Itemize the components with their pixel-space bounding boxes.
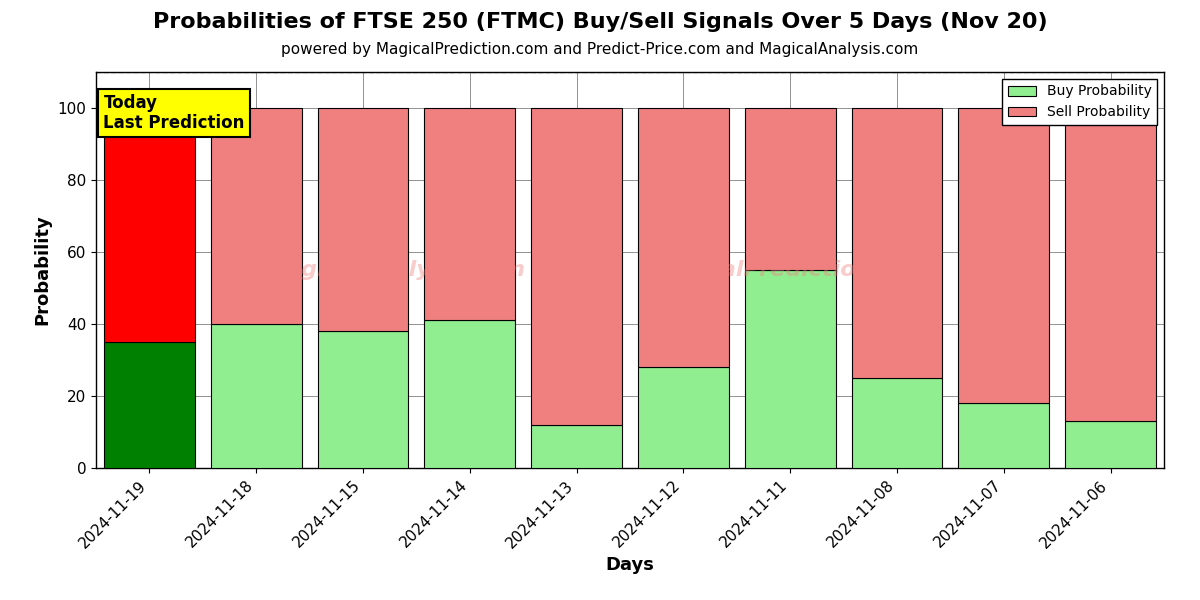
Bar (425, 320, 515, 468)
Bar (638, 108, 728, 367)
X-axis label: Days: Days (606, 556, 654, 574)
Bar (959, 403, 1049, 468)
Bar (959, 108, 1049, 403)
Bar (1066, 421, 1156, 468)
Bar (852, 108, 942, 378)
Bar (211, 108, 301, 324)
Bar (745, 108, 835, 270)
Text: MagicalAnalysis.com: MagicalAnalysis.com (264, 260, 526, 280)
Bar (318, 108, 408, 331)
Bar (425, 108, 515, 320)
Text: powered by MagicalPrediction.com and Predict-Price.com and MagicalAnalysis.com: powered by MagicalPrediction.com and Pre… (281, 42, 919, 57)
Bar (1066, 108, 1156, 421)
Bar (104, 108, 194, 342)
Text: MagicalPrediction.com: MagicalPrediction.com (648, 260, 932, 280)
Bar (318, 331, 408, 468)
Bar (532, 425, 622, 468)
Bar (211, 324, 301, 468)
Text: Today
Last Prediction: Today Last Prediction (103, 94, 245, 133)
Bar (745, 270, 835, 468)
Bar (104, 342, 194, 468)
Bar (532, 108, 622, 425)
Bar (638, 367, 728, 468)
Bar (852, 378, 942, 468)
Legend: Buy Probability, Sell Probability: Buy Probability, Sell Probability (1002, 79, 1157, 125)
Text: Probabilities of FTSE 250 (FTMC) Buy/Sell Signals Over 5 Days (Nov 20): Probabilities of FTSE 250 (FTMC) Buy/Sel… (152, 12, 1048, 32)
Y-axis label: Probability: Probability (34, 215, 52, 325)
